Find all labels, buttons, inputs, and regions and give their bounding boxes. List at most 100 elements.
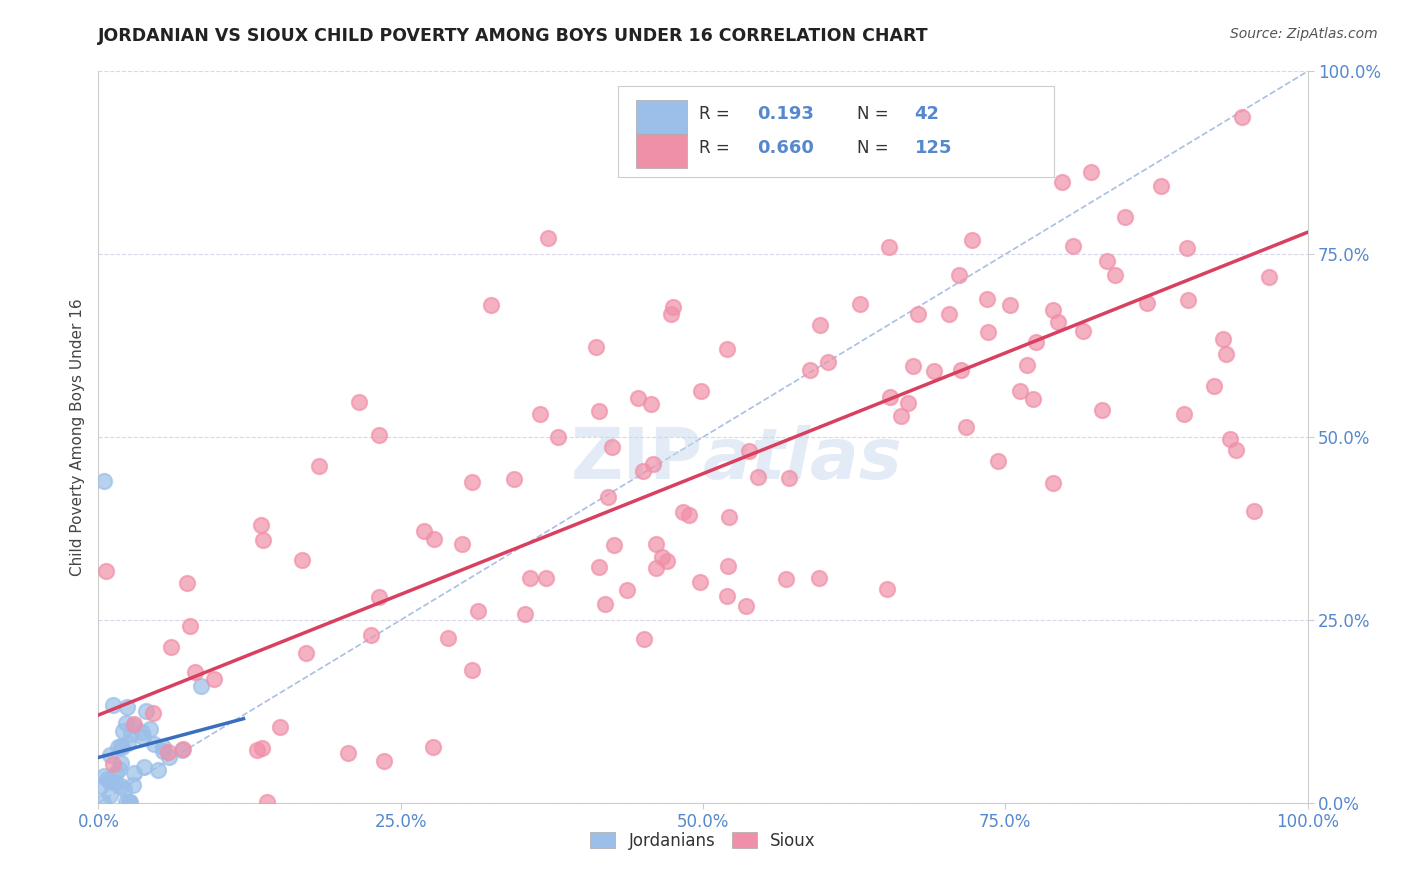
Point <box>502 472 524 486</box>
Point <box>716 342 738 356</box>
Point <box>734 599 756 614</box>
Point <box>111 740 134 755</box>
Point <box>422 740 444 755</box>
Point <box>347 394 370 409</box>
Point <box>96 772 118 786</box>
Point <box>877 240 900 254</box>
Point <box>876 582 898 597</box>
Point <box>337 746 360 760</box>
Point <box>1150 179 1173 194</box>
Point <box>107 740 129 755</box>
Point <box>588 559 610 574</box>
Point <box>104 776 127 790</box>
Point <box>142 737 165 751</box>
Point <box>93 768 115 782</box>
Point <box>184 665 207 680</box>
Point <box>295 646 318 660</box>
Point <box>1000 298 1022 312</box>
Point <box>159 640 181 655</box>
Point <box>115 716 138 731</box>
Point <box>479 298 502 312</box>
Point <box>110 739 132 754</box>
Point <box>1071 324 1094 338</box>
Point <box>1046 316 1069 330</box>
Point <box>593 597 616 611</box>
Point <box>799 363 821 377</box>
Point <box>651 550 673 565</box>
Point <box>1025 334 1047 349</box>
Point <box>849 296 872 310</box>
Point <box>290 553 312 567</box>
Point <box>115 795 138 809</box>
Point <box>1243 504 1265 518</box>
Point <box>461 475 484 490</box>
Point <box>1008 384 1031 398</box>
Point <box>461 663 484 677</box>
Point <box>252 741 274 756</box>
Point <box>96 564 118 578</box>
Point <box>269 720 291 734</box>
Point <box>467 604 489 618</box>
Point <box>645 561 668 575</box>
Point <box>1021 159 1043 173</box>
Point <box>1219 432 1241 446</box>
Point <box>134 760 156 774</box>
Point <box>977 325 1000 339</box>
Point <box>367 428 389 442</box>
Point <box>1225 443 1247 458</box>
Point <box>97 774 120 789</box>
Text: 0.660: 0.660 <box>758 139 814 157</box>
Point <box>256 795 278 809</box>
Point <box>738 444 761 458</box>
Text: ZIP: ZIP <box>571 425 703 493</box>
Point <box>547 429 569 443</box>
Point <box>1017 358 1039 372</box>
Point <box>131 724 153 739</box>
Text: 125: 125 <box>915 139 952 157</box>
Point <box>122 765 145 780</box>
Point <box>1091 403 1114 417</box>
Point <box>252 533 274 548</box>
Point <box>152 744 174 758</box>
Point <box>938 307 960 321</box>
Point <box>879 390 901 404</box>
Point <box>678 508 700 522</box>
Point <box>1022 392 1045 406</box>
Point <box>690 384 713 399</box>
Text: N =: N = <box>856 104 893 123</box>
Text: R =: R = <box>699 139 735 157</box>
Point <box>976 292 998 306</box>
Point <box>534 571 557 585</box>
Point <box>1114 210 1136 224</box>
Point <box>775 572 797 586</box>
Point <box>112 781 135 796</box>
Point <box>120 727 142 741</box>
Point <box>156 745 179 759</box>
Point <box>118 795 141 809</box>
Point <box>157 749 180 764</box>
Point <box>817 355 839 369</box>
Point <box>170 743 193 757</box>
Point <box>808 318 831 333</box>
Point <box>513 607 536 621</box>
Point <box>1136 296 1159 310</box>
Point <box>1173 408 1195 422</box>
Point <box>112 724 135 739</box>
Point <box>616 582 638 597</box>
Point <box>1042 475 1064 490</box>
Point <box>121 719 143 733</box>
Point <box>907 307 929 321</box>
Y-axis label: Child Poverty Among Boys Under 16: Child Poverty Among Boys Under 16 <box>69 298 84 576</box>
FancyBboxPatch shape <box>619 86 1053 178</box>
Point <box>308 458 330 473</box>
FancyBboxPatch shape <box>637 100 688 134</box>
Point <box>115 700 138 714</box>
Point <box>948 268 970 282</box>
Point <box>662 300 685 314</box>
Point <box>142 706 165 720</box>
Point <box>110 756 132 770</box>
Point <box>903 359 925 373</box>
Point <box>1104 268 1126 282</box>
Point <box>1042 302 1064 317</box>
Point <box>807 571 830 585</box>
